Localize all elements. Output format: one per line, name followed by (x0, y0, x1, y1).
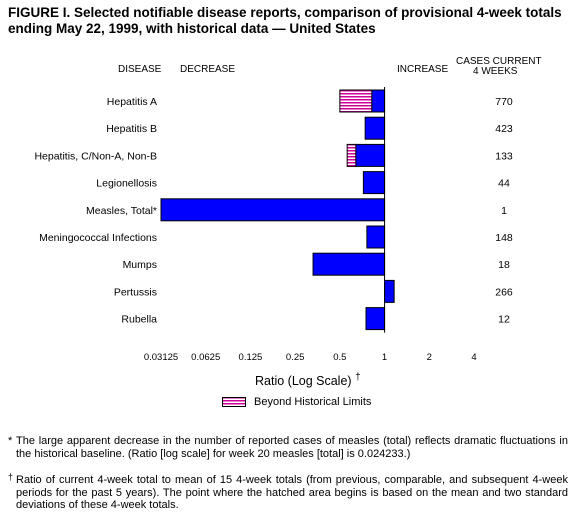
cases-value: 44 (498, 178, 510, 190)
legend: Beyond Historical Limits (222, 396, 371, 408)
category-label: Measles, Total* (86, 205, 157, 217)
x-tick-label: 0.25 (286, 352, 305, 363)
cases-value: 18 (498, 259, 510, 271)
header-increase: INCREASE (397, 64, 449, 75)
category-label: Hepatitis, C/Non-A, Non-B (34, 150, 157, 162)
legend-hatch-swatch (222, 397, 246, 407)
header-decrease: DECREASE (180, 64, 236, 75)
x-axis-label: Ratio (Log Scale) † (255, 372, 361, 388)
category-label: Hepatitis A (107, 96, 157, 108)
category-label: Hepatitis B (106, 123, 157, 135)
ratio-bar-chart: Hepatitis A 770 Hepatitis B 423 Hepatitis, C… (34, 87, 513, 363)
cases-value: 423 (495, 123, 513, 135)
cases-value: 266 (495, 286, 513, 298)
bar (366, 225, 386, 249)
category-label: Pertussis (114, 286, 157, 298)
footnote-star-text: The large apparent decrease in the numbe… (16, 435, 568, 460)
x-axis-label-text: Ratio (Log Scale) (255, 374, 352, 389)
cases-value: 133 (495, 150, 513, 162)
x-axis-label-mark: † (355, 372, 361, 383)
x-tick-label: 0.0625 (191, 352, 220, 363)
bar-beyond-limits (339, 89, 373, 113)
x-tick-label: 0.125 (239, 352, 263, 363)
footnote-dagger-text: Ratio of current 4-week total to mean of… (16, 474, 568, 511)
bar (362, 171, 386, 195)
bar (312, 252, 386, 276)
footnote-dagger-mark: † (8, 472, 14, 482)
category-label: Mumps (123, 259, 157, 271)
bar (365, 307, 386, 331)
footnote-star-mark: * (8, 435, 13, 447)
category-label: Legionellosis (96, 178, 157, 190)
cases-value: 148 (495, 232, 513, 244)
category-label: Rubella (121, 314, 157, 326)
bar (160, 198, 386, 222)
footnote-dagger: † Ratio of current 4-week total to mean … (8, 472, 568, 512)
x-tick-label: 1 (382, 352, 387, 363)
x-tick-label: 2 (427, 352, 432, 363)
cases-value: 770 (495, 96, 513, 108)
header-cases-line2: 4 WEEKS (473, 66, 518, 77)
category-label: Meningococcal Infections (39, 232, 157, 244)
x-tick-label: 0.03125 (144, 352, 178, 363)
bar (384, 279, 395, 303)
cases-value: 12 (498, 314, 510, 326)
figure-title: FIGURE I. Selected notifiable disease re… (8, 5, 562, 36)
legend-label: Beyond Historical Limits (254, 396, 372, 408)
cases-value: 1 (501, 205, 507, 217)
bar (364, 116, 386, 140)
header-cases-line1: CASES CURRENT (456, 56, 542, 67)
x-tick-label: 0.5 (333, 352, 346, 363)
bar-beyond-limits (346, 143, 357, 167)
x-tick-label: 4 (471, 352, 476, 363)
header-disease: DISEASE (118, 64, 162, 75)
bar (355, 143, 386, 167)
bar (371, 89, 386, 113)
footnote-star: * The large apparent decrease in the num… (8, 435, 568, 460)
